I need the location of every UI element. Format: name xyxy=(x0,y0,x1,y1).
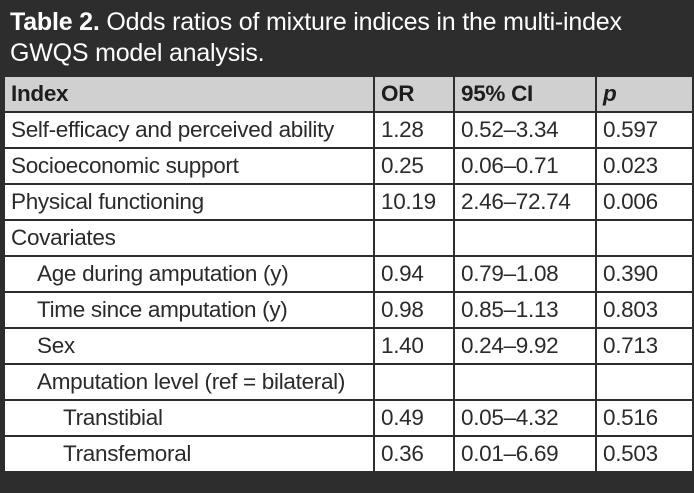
cell-p xyxy=(595,363,694,401)
cell-p: 0.390 xyxy=(595,255,694,293)
table-row: Physical functioning 10.19 2.46–72.74 0.… xyxy=(3,183,694,221)
cell-index: Age during amputation (y) xyxy=(3,255,375,293)
header-ci: 95% CI xyxy=(453,75,597,113)
cell-or xyxy=(373,219,455,257)
cell-p: 0.597 xyxy=(595,111,694,149)
cell-index: Amputation level (ref = bilateral) xyxy=(3,363,375,401)
cell-p: 0.006 xyxy=(595,183,694,221)
cell-ci: 0.05–4.32 xyxy=(453,399,597,437)
header-p: p xyxy=(595,75,694,113)
cell-or: 0.98 xyxy=(373,291,455,329)
cell-or: 0.49 xyxy=(373,399,455,437)
table-row: Socioeconomic support 0.25 0.06–0.71 0.0… xyxy=(3,147,694,185)
table-row: Amputation level (ref = bilateral) xyxy=(3,363,694,401)
table-caption-text: Odds ratios of mixture indices in the mu… xyxy=(10,8,622,67)
cell-or: 0.36 xyxy=(373,435,455,473)
cell-index: Self-efficacy and perceived ability xyxy=(3,111,375,149)
cell-or: 0.25 xyxy=(373,147,455,185)
cell-or: 0.94 xyxy=(373,255,455,293)
table-header-row: Index OR 95% CI p xyxy=(3,75,694,113)
cell-index: Transtibial xyxy=(3,399,375,437)
cell-ci: 0.85–1.13 xyxy=(453,291,597,329)
cell-index: Time since amputation (y) xyxy=(3,291,375,329)
cell-p: 0.503 xyxy=(595,435,694,473)
table-caption: Table 2. Odds ratios of mixture indices … xyxy=(0,0,694,74)
cell-p: 0.713 xyxy=(595,327,694,365)
header-index: Index xyxy=(3,75,375,113)
cell-p: 0.023 xyxy=(595,147,694,185)
cell-ci: 0.52–3.34 xyxy=(453,111,597,149)
table-row: Sex 1.40 0.24–9.92 0.713 xyxy=(3,327,694,365)
cell-ci: 0.01–6.69 xyxy=(453,435,597,473)
table-section-row: Covariates xyxy=(3,219,694,257)
table-row: Transfemoral 0.36 0.01–6.69 0.503 xyxy=(3,435,694,473)
cell-p: 0.803 xyxy=(595,291,694,329)
cell-or: 1.40 xyxy=(373,327,455,365)
cell-index: Physical functioning xyxy=(3,183,375,221)
cell-or: 10.19 xyxy=(373,183,455,221)
table-row: Time since amputation (y) 0.98 0.85–1.13… xyxy=(3,291,694,329)
cell-or: 1.28 xyxy=(373,111,455,149)
cell-index: Transfemoral xyxy=(3,435,375,473)
table-row: Age during amputation (y) 0.94 0.79–1.08… xyxy=(3,255,694,293)
cell-section-covariates: Covariates xyxy=(3,219,375,257)
cell-ci: 2.46–72.74 xyxy=(453,183,597,221)
cell-or xyxy=(373,363,455,401)
cell-ci xyxy=(453,219,597,257)
table-caption-label: Table 2. xyxy=(10,8,100,36)
cell-ci: 0.06–0.71 xyxy=(453,147,597,185)
cell-p: 0.516 xyxy=(595,399,694,437)
cell-index: Sex xyxy=(3,327,375,365)
odds-ratio-table: Index OR 95% CI p Self-efficacy and perc… xyxy=(3,75,694,473)
table-row: Transtibial 0.49 0.05–4.32 0.516 xyxy=(3,399,694,437)
cell-ci: 0.24–9.92 xyxy=(453,327,597,365)
header-or: OR xyxy=(373,75,455,113)
cell-ci xyxy=(453,363,597,401)
cell-p xyxy=(595,219,694,257)
cell-index: Socioeconomic support xyxy=(3,147,375,185)
cell-ci: 0.79–1.08 xyxy=(453,255,597,293)
table-row: Self-efficacy and perceived ability 1.28… xyxy=(3,111,694,149)
